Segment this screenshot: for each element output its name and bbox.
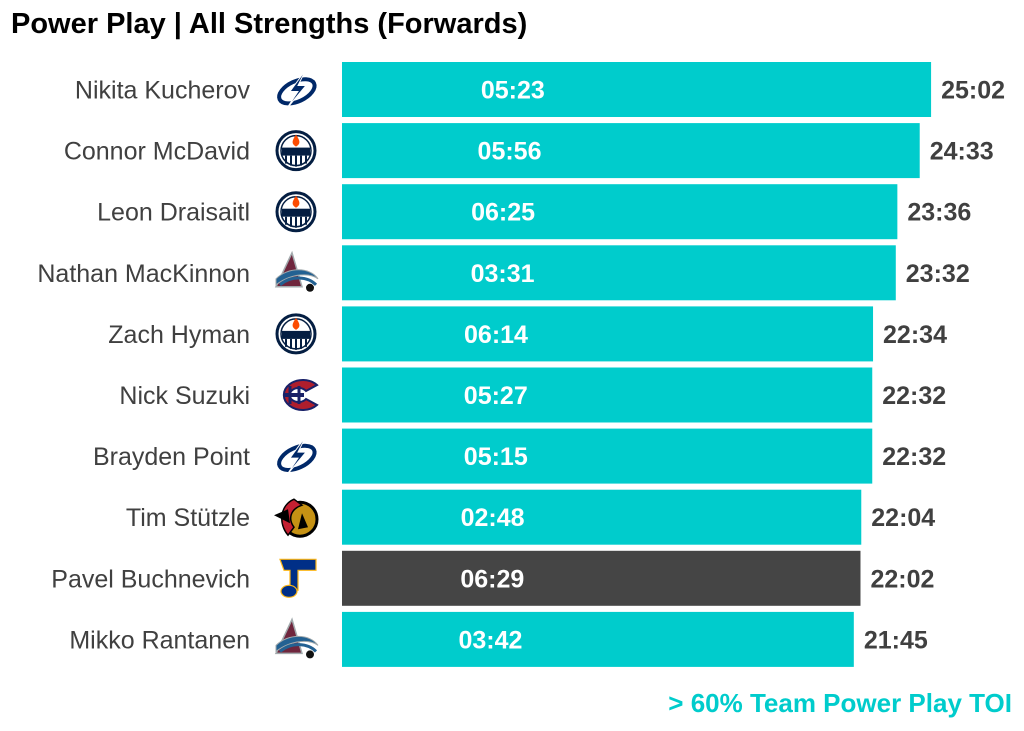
bar-total-label: 22:04 — [871, 504, 935, 532]
st-louis-blues-logo-icon — [279, 558, 317, 598]
bar-total-label: 22:34 — [883, 321, 947, 349]
bar-row: Brayden Point 05:15 22:32 — [93, 428, 946, 484]
bar-inner-label: 05:23 — [481, 77, 545, 105]
bar-inner-label: 06:29 — [460, 565, 524, 593]
bar — [342, 489, 862, 545]
bar-total-label: 23:32 — [906, 260, 970, 288]
bar-row: Leon Draisaitl 06:25 23:36 — [97, 184, 971, 240]
player-name-label: Mikko Rantanen — [69, 626, 250, 654]
player-name-label: Pavel Buchnevich — [51, 565, 250, 593]
player-name-label: Zach Hyman — [108, 321, 250, 349]
bar-row: Tim Stützle 02:48 22:04 — [126, 489, 935, 545]
bar-total-label: 25:02 — [941, 77, 1005, 105]
bar-total-label: 22:02 — [870, 565, 934, 593]
bar-row: Mikko Rantanen 03:42 21:45 — [69, 611, 928, 667]
player-name-label: Tim Stützle — [126, 504, 250, 532]
bar — [342, 184, 898, 240]
bar-row: Connor McDavid 05:56 24:33 — [64, 123, 994, 179]
edmonton-oilers-logo-icon — [275, 130, 317, 172]
bar — [342, 245, 896, 301]
edmonton-oilers-logo-icon — [275, 313, 317, 355]
bar-row: Pavel Buchnevich 06:29 22:02 — [51, 550, 934, 606]
chart-title: Power Play | All Strengths (Forwards) — [11, 8, 528, 40]
player-name-label: Nathan MacKinnon — [37, 260, 250, 288]
player-name-label: Nick Suzuki — [119, 382, 250, 410]
bar — [342, 367, 873, 423]
bar-row: Nikita Kucherov 05:23 25:02 — [75, 62, 1005, 117]
bar — [342, 611, 854, 667]
colorado-avalanche-logo-icon — [274, 250, 319, 292]
bar — [342, 123, 920, 179]
bar-inner-label: 03:42 — [458, 626, 522, 654]
bar-row: Nick Suzuki 05:27 22:32 — [119, 367, 946, 423]
player-name-label: Connor McDavid — [64, 138, 250, 166]
ottawa-senators-logo-icon — [274, 498, 319, 538]
bar-inner-label: 06:14 — [464, 321, 528, 349]
colorado-avalanche-logo-icon — [274, 617, 319, 659]
player-name-label: Nikita Kucherov — [75, 77, 251, 105]
montreal-canadiens-logo-icon — [282, 379, 319, 411]
bar-row: Nathan MacKinnon 03:31 23:32 — [37, 245, 970, 301]
tampa-bay-lightning-logo-icon — [277, 69, 317, 110]
bar — [342, 428, 873, 484]
bar-total-label: 24:33 — [930, 138, 994, 166]
bar-inner-label: 06:25 — [471, 199, 535, 227]
bar-total-label: 22:32 — [882, 443, 946, 471]
footnote-annotation: > 60% Team Power Play TOI — [668, 688, 1012, 718]
bar-total-label: 22:32 — [882, 382, 946, 410]
edmonton-oilers-logo-icon — [275, 191, 317, 233]
bar-inner-label: 02:48 — [461, 504, 525, 532]
bar-inner-label: 05:56 — [478, 138, 542, 166]
bar-total-label: 23:36 — [907, 199, 971, 227]
bar-row: Zach Hyman 06:14 22:34 — [108, 306, 947, 362]
bar — [342, 306, 874, 362]
bar-inner-label: 05:27 — [464, 382, 528, 410]
bar-total-label: 21:45 — [864, 626, 928, 654]
bar — [342, 550, 861, 606]
tampa-bay-lightning-logo-icon — [277, 435, 317, 477]
player-name-label: Leon Draisaitl — [97, 199, 250, 227]
player-name-label: Brayden Point — [93, 443, 250, 471]
bar — [342, 62, 932, 117]
bar-inner-label: 05:15 — [464, 443, 528, 471]
bar-inner-label: 03:31 — [471, 260, 535, 288]
